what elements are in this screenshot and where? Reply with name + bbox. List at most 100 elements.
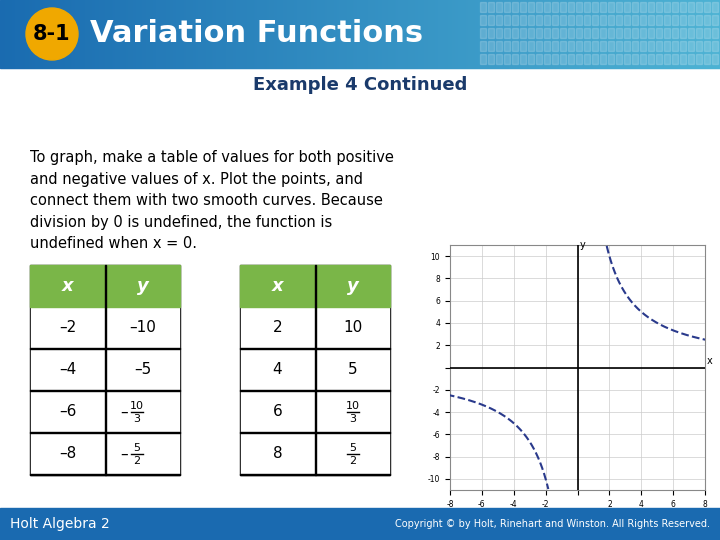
Text: 8-1: 8-1	[33, 24, 71, 44]
Bar	[542, 0, 543, 68]
Bar	[687, 0, 688, 68]
Bar	[117, 0, 118, 68]
Bar	[678, 0, 679, 68]
Text: 10: 10	[346, 401, 359, 411]
Text: –6: –6	[59, 404, 76, 420]
Bar	[25, 0, 26, 68]
Bar	[261, 0, 262, 68]
Bar	[416, 0, 417, 68]
Bar	[234, 0, 235, 68]
Bar	[140, 0, 141, 68]
Bar	[437, 0, 438, 68]
Bar	[547, 0, 548, 68]
Bar	[700, 0, 701, 68]
Bar	[246, 0, 247, 68]
Bar	[360, 0, 361, 68]
Bar	[592, 28, 598, 38]
Bar	[148, 0, 149, 68]
Bar	[242, 0, 243, 68]
Bar	[56, 0, 57, 68]
Bar	[711, 0, 712, 68]
Bar	[405, 0, 406, 68]
Bar	[528, 54, 534, 64]
Bar	[561, 0, 562, 68]
Bar	[468, 0, 469, 68]
Bar	[483, 0, 484, 68]
Bar	[536, 0, 537, 68]
Bar	[435, 0, 436, 68]
Bar	[33, 0, 34, 68]
Bar	[30, 265, 180, 307]
Text: Copyright © by Holt, Rinehart and Winston. All Rights Reserved.: Copyright © by Holt, Rinehart and Winsto…	[395, 519, 710, 529]
Bar	[65, 0, 66, 68]
Bar	[262, 0, 263, 68]
Bar	[170, 0, 171, 68]
Bar	[453, 0, 454, 68]
Bar	[66, 0, 67, 68]
Bar	[560, 15, 566, 25]
Bar	[522, 0, 523, 68]
Bar	[541, 0, 542, 68]
Bar	[138, 0, 139, 68]
Bar	[715, 0, 716, 68]
Bar	[298, 0, 299, 68]
Bar	[648, 0, 649, 68]
Bar	[631, 0, 632, 68]
Bar	[529, 0, 530, 68]
Bar	[568, 28, 574, 38]
Bar	[688, 0, 689, 68]
Bar	[228, 0, 229, 68]
Bar	[504, 41, 510, 51]
Bar	[593, 0, 594, 68]
Bar	[361, 0, 362, 68]
Bar	[614, 0, 615, 68]
Bar	[103, 0, 104, 68]
Bar	[463, 0, 464, 68]
Bar	[504, 54, 510, 64]
Bar	[622, 0, 623, 68]
Bar	[150, 0, 151, 68]
Bar	[113, 0, 114, 68]
Bar	[536, 2, 542, 12]
Bar	[152, 0, 153, 68]
Bar	[173, 0, 174, 68]
Bar	[523, 0, 524, 68]
Bar	[530, 0, 531, 68]
Bar	[641, 0, 642, 68]
Bar	[129, 0, 130, 68]
Bar	[656, 41, 662, 51]
Bar	[126, 0, 127, 68]
Bar	[390, 0, 391, 68]
Bar	[576, 0, 577, 68]
Bar	[48, 0, 49, 68]
Bar	[553, 0, 554, 68]
Text: Variation Functions: Variation Functions	[90, 19, 423, 49]
Bar	[341, 0, 342, 68]
Bar	[141, 0, 142, 68]
Bar	[396, 0, 397, 68]
Bar	[710, 0, 711, 68]
Bar	[153, 0, 154, 68]
Bar	[425, 0, 426, 68]
Bar	[689, 0, 690, 68]
Bar	[201, 0, 202, 68]
Bar	[606, 0, 607, 68]
Bar	[526, 0, 527, 68]
Bar	[527, 0, 528, 68]
Bar	[219, 0, 220, 68]
Bar	[588, 0, 589, 68]
Bar	[24, 0, 25, 68]
Bar	[698, 0, 699, 68]
Bar	[15, 0, 16, 68]
Bar	[639, 0, 640, 68]
Bar	[27, 0, 28, 68]
Bar	[632, 41, 638, 51]
Bar	[640, 54, 646, 64]
Text: 2: 2	[133, 456, 140, 466]
Bar	[137, 0, 138, 68]
Bar	[255, 0, 256, 68]
Bar	[395, 0, 396, 68]
Bar	[677, 0, 678, 68]
Bar	[600, 0, 601, 68]
Bar	[446, 0, 447, 68]
